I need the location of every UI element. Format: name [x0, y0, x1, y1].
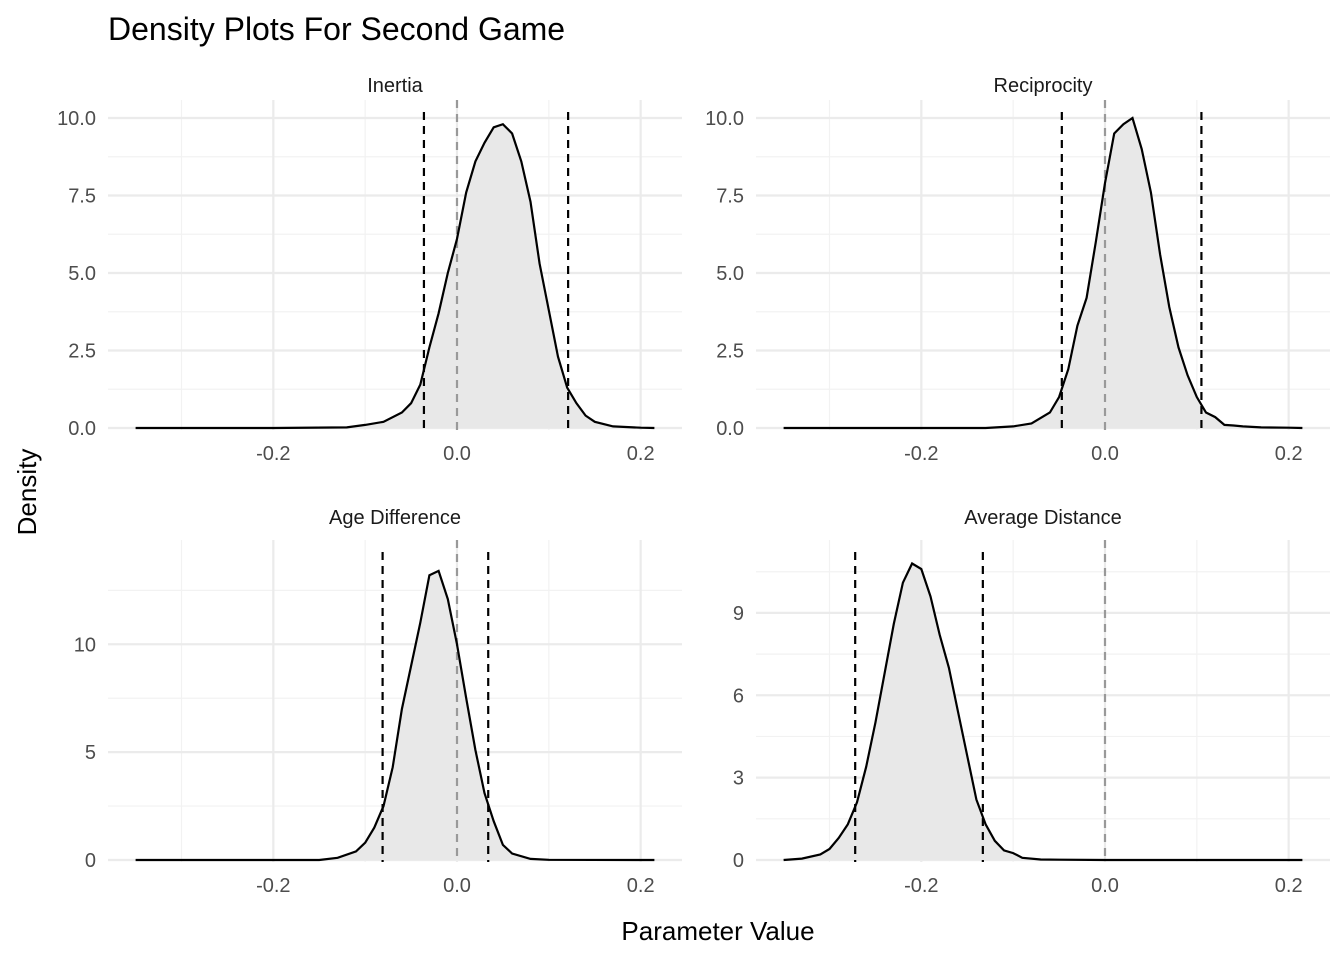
y-tick-label: 0.0 — [716, 418, 744, 440]
density-area — [783, 563, 1303, 860]
y-tick-label: 10.0 — [705, 108, 744, 130]
y-tick-label: 9 — [733, 603, 744, 625]
y-tick-label: 5 — [85, 742, 96, 764]
panel-title: Age Difference — [329, 507, 461, 529]
density-curve — [783, 116, 1303, 430]
x-tick-label: -0.2 — [256, 443, 290, 465]
chart-title: Density Plots For Second Game — [108, 11, 565, 47]
y-tick-label: 6 — [733, 685, 744, 707]
panel-inertia: -0.2 0.0 0.2 0.0 2.5 5.0 7.5 10.0 Inertia — [57, 75, 682, 465]
y-tick-label: 2.5 — [716, 341, 744, 363]
y-tick-label: 5.0 — [716, 263, 744, 285]
density-curve — [135, 122, 655, 430]
y-axis-title: Density — [12, 449, 42, 536]
density-area — [783, 118, 1303, 428]
panel-age-difference: -0.2 0.0 0.2 0 5 10 Age Difference — [74, 507, 682, 897]
y-tick-label: 0 — [85, 850, 96, 872]
x-tick-label: 0.2 — [627, 875, 655, 897]
y-tick-label: 7.5 — [716, 186, 744, 208]
x-tick-label: 0.2 — [627, 443, 655, 465]
y-tick-label: 10 — [74, 634, 96, 656]
y-tick-label: 5.0 — [68, 263, 96, 285]
x-tick-label: -0.2 — [904, 875, 938, 897]
density-curve — [783, 561, 1303, 862]
density-curve — [135, 569, 655, 862]
y-tick-label: 7.5 — [68, 186, 96, 208]
x-tick-label: 0.0 — [443, 443, 471, 465]
y-tick-label: 0.0 — [68, 418, 96, 440]
x-tick-label: 0.2 — [1275, 875, 1303, 897]
x-tick-label: 0.0 — [1091, 875, 1119, 897]
panel-reciprocity: -0.2 0.0 0.2 0.0 2.5 5.0 7.5 10.0 Reciprocity — [705, 75, 1330, 465]
x-tick-label: 0.2 — [1275, 443, 1303, 465]
density-area — [135, 124, 655, 428]
y-tick-label: 10.0 — [57, 108, 96, 130]
panel-title: Inertia — [367, 75, 423, 97]
y-tick-label: 0 — [733, 850, 744, 872]
y-tick-label: 3 — [733, 768, 744, 790]
panel-title: Reciprocity — [994, 75, 1093, 97]
x-tick-label: 0.0 — [443, 875, 471, 897]
facet-panels: -0.2 0.0 0.2 0.0 2.5 5.0 7.5 10.0 Inertia -0.2 0.0… — [57, 75, 1330, 897]
density-area — [135, 570, 655, 860]
panel-average-distance: -0.2 0.0 0.2 0 3 6 9 Average Distance — [733, 507, 1330, 897]
panel-title: Average Distance — [964, 507, 1122, 529]
x-tick-label: -0.2 — [256, 875, 290, 897]
x-tick-label: -0.2 — [904, 443, 938, 465]
y-tick-label: 2.5 — [68, 341, 96, 363]
x-tick-label: 0.0 — [1091, 443, 1119, 465]
x-axis-title: Parameter Value — [621, 916, 814, 946]
